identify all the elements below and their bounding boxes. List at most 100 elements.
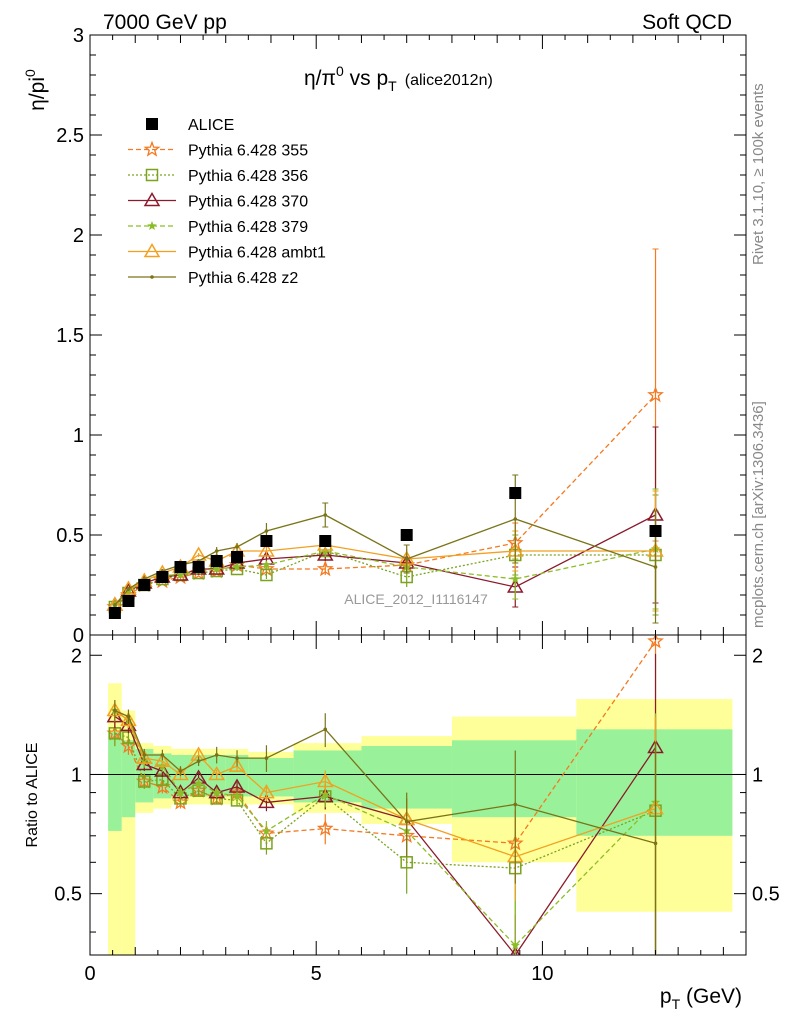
series-point [261, 560, 272, 569]
legend-marker [145, 168, 159, 182]
x-axis-label-sub: T [672, 996, 681, 1012]
x-tick-label: 10 [531, 963, 553, 985]
ratio-y-tick-label: 2 [71, 645, 82, 667]
x-axis-label-main: p [660, 985, 672, 1008]
series-point [264, 529, 269, 533]
ratio-point [232, 791, 242, 801]
chart-title-tail: (alice2012n) [405, 72, 493, 89]
y-tick-label: 2 [73, 225, 84, 247]
alice-data-point [509, 487, 522, 499]
legend-label: Pythia 6.428 379 [188, 219, 308, 236]
ratio-point [142, 753, 147, 757]
alice-data-point [192, 561, 205, 573]
legend-marker [147, 221, 157, 230]
series-point [214, 549, 219, 553]
x-axis-label: pT (GeV) [660, 985, 742, 1012]
ratio-point [135, 749, 153, 764]
ratio-point [400, 856, 413, 869]
ratio-y-tick-label: 0.5 [54, 884, 82, 906]
ratio-point [214, 753, 219, 757]
ratio-point [323, 727, 328, 732]
ratio-point [160, 753, 165, 757]
ratio-point [258, 784, 275, 799]
series-point [404, 557, 409, 561]
series-point [653, 565, 658, 569]
ratio-point [510, 946, 521, 955]
alice-data-point [122, 595, 135, 607]
legend-marker [143, 140, 161, 157]
series-point [316, 560, 334, 577]
alice-data-point [156, 571, 169, 583]
legend-label: Pythia 6.428 356 [188, 168, 308, 185]
ratio-point [178, 769, 183, 773]
series-point [113, 603, 117, 607]
ratio-band-inner [121, 740, 136, 818]
series-layer [106, 248, 664, 955]
series-point [232, 562, 242, 571]
alice-data-point [319, 535, 332, 547]
alice-data-point [174, 561, 187, 573]
ratio-point [154, 752, 171, 767]
ratio-point [404, 819, 409, 824]
series-point [513, 517, 518, 521]
chart-title-sub: T [388, 78, 397, 94]
chart-title-main: η/π [304, 67, 336, 90]
legend-label: Pythia 6.428 370 [188, 194, 308, 211]
y-axis-label: η/pi0 [22, 69, 49, 111]
x-tick-label: 5 [311, 963, 322, 985]
series-point [175, 570, 186, 579]
ratio-y-tick-label: 1 [71, 764, 82, 786]
alice-data-point [649, 525, 662, 537]
rivet-label: Rivet 3.1.10, ≥ 100k events [750, 83, 767, 265]
ratio-point [653, 841, 658, 846]
legend-marker [143, 243, 161, 258]
y-tick-label: 3 [73, 25, 84, 47]
chart-title-mid: vs p [344, 67, 388, 90]
y-axis-label-sup: 0 [22, 69, 38, 77]
legend-marker [143, 192, 161, 207]
legend-label: ALICE [188, 117, 234, 134]
ratio-point [316, 819, 334, 836]
analysis-watermark: ALICE_2012_I1116147 [344, 591, 488, 607]
ratio-point [138, 775, 151, 788]
ratio-point [193, 778, 204, 788]
x-tick-label: 0 [84, 963, 95, 985]
legend-marker [150, 275, 154, 279]
chart-title: η/π0 vs pT (alice2012n) [304, 63, 493, 94]
series-point [323, 513, 328, 517]
axes-layer: 0 0.5 1 1.5 2 2.5 3 0 5 10 0.5 0.5 1 1 2 2 [54, 25, 780, 985]
series-point [647, 386, 664, 403]
alice-data-point [400, 529, 413, 541]
ratio-point [261, 826, 272, 835]
ratio-point [120, 711, 137, 727]
series-point [211, 564, 222, 573]
y-tick-label: 0 [73, 625, 84, 647]
ratio-point [235, 756, 239, 760]
ratio-y-tick-label-right: 2 [752, 645, 763, 667]
series-point [316, 546, 334, 561]
series-point [258, 542, 275, 557]
alice-data-point [210, 555, 223, 567]
ratio-band-inner [108, 732, 122, 831]
legend-label: Pythia 6.428 355 [188, 143, 308, 160]
ratio-point [120, 737, 137, 754]
ratio-y-axis-label: Ratio to ALICE [24, 743, 41, 848]
alice-data-point [260, 535, 273, 547]
legend-label: Pythia 6.428 ambt1 [188, 245, 326, 262]
ratio-point [172, 765, 189, 781]
series-point [120, 580, 137, 595]
alice-data-point [108, 607, 121, 619]
series-point [260, 568, 273, 582]
ratio-point [113, 708, 117, 713]
alice-data-point [138, 579, 151, 591]
ratio-series-group [106, 635, 664, 955]
ratio-point [175, 787, 186, 797]
ratio-point [647, 635, 664, 649]
y-tick-label: 1.5 [56, 325, 84, 347]
ratio-point [258, 793, 275, 809]
header-left: 7000 GeV pp [103, 11, 227, 34]
alice-data-point [231, 551, 244, 563]
series-point [235, 545, 239, 549]
ratio-point [264, 756, 269, 760]
